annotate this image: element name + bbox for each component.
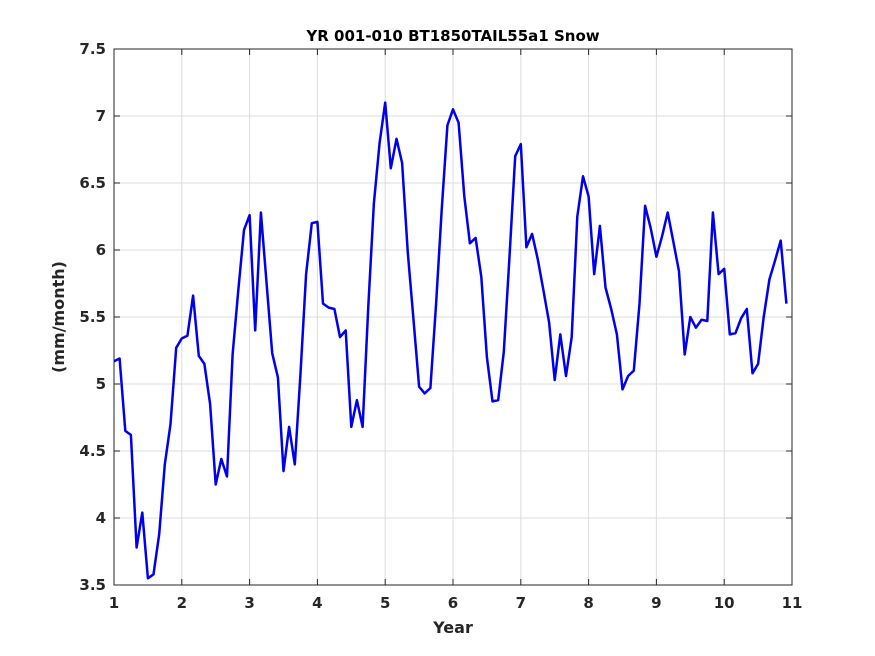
x-tick-label: 7	[516, 594, 526, 612]
y-tick-label: 4.5	[79, 442, 106, 460]
y-tick-label: 5	[96, 375, 106, 393]
y-tick-label: 4	[96, 509, 106, 527]
x-tick-label: 11	[782, 594, 803, 612]
series-line	[113, 101, 788, 580]
x-tick-label: 10	[714, 594, 735, 612]
x-tick-label: 9	[651, 594, 661, 612]
y-tick-label: 6.5	[79, 174, 106, 192]
y-axis-label: (mm/month)	[49, 261, 68, 373]
x-tick-label: 8	[583, 594, 593, 612]
y-tick-label: 5.5	[79, 308, 106, 326]
x-tick-label: 4	[312, 594, 322, 612]
x-axis-label: Year	[432, 618, 473, 637]
x-tick-label: 1	[109, 594, 119, 612]
y-tick-label: 3.5	[79, 576, 106, 594]
y-tick-label: 7	[96, 107, 106, 125]
x-tick-label: 2	[177, 594, 187, 612]
chart-title: YR 001-010 BT1850TAIL55a1 Snow	[305, 27, 599, 45]
series-group	[113, 101, 788, 580]
x-tick-label: 3	[244, 594, 254, 612]
axis-ticks: 1 2 3 4 5 6 7 8 9 10 11 3.5 4 4.5 5 5.5 6 6.5 7 7.5	[79, 40, 802, 612]
x-tick-label: 6	[448, 594, 458, 612]
y-tick-label: 7.5	[79, 40, 106, 58]
y-tick-label: 6	[96, 241, 106, 259]
x-tick-label: 5	[380, 594, 390, 612]
